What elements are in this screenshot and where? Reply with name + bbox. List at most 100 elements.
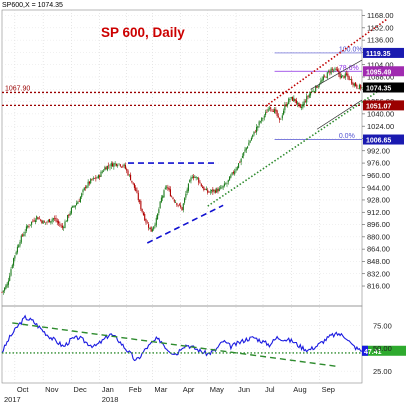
candle-body bbox=[268, 108, 270, 110]
candle-body bbox=[315, 85, 317, 92]
candle-body bbox=[294, 98, 296, 102]
candle-body bbox=[18, 245, 20, 248]
candle-body bbox=[55, 217, 57, 222]
candle-body bbox=[326, 72, 328, 79]
candle-body bbox=[187, 183, 189, 191]
candle-body bbox=[227, 179, 229, 183]
candle-body bbox=[31, 221, 33, 225]
candle-body bbox=[175, 202, 177, 203]
candle-body bbox=[277, 116, 279, 117]
candle-body bbox=[95, 177, 97, 179]
candle-body bbox=[290, 97, 292, 99]
candle-body bbox=[313, 91, 315, 92]
candle-body bbox=[308, 94, 310, 98]
candle-body bbox=[135, 187, 137, 192]
candle-body bbox=[316, 86, 318, 88]
candle-body bbox=[67, 214, 69, 222]
candle-body bbox=[87, 181, 89, 186]
candle-body bbox=[304, 101, 306, 103]
candle-body bbox=[25, 226, 27, 231]
month-label: Sep bbox=[322, 385, 335, 394]
candle-body bbox=[223, 183, 225, 187]
candle-body bbox=[248, 142, 250, 146]
month-label: Dec bbox=[73, 385, 87, 394]
candle-body bbox=[19, 242, 21, 246]
candle-body bbox=[11, 265, 13, 269]
candle-body bbox=[99, 175, 101, 178]
candle-body bbox=[235, 169, 237, 172]
candle-body bbox=[226, 183, 228, 184]
price-label-box bbox=[363, 134, 404, 145]
candle-body bbox=[361, 87, 363, 89]
candle-body bbox=[302, 104, 304, 108]
candle-body bbox=[141, 208, 143, 212]
candle-body bbox=[338, 70, 340, 75]
candle-body bbox=[13, 258, 15, 266]
price-tick-label: 992.00 bbox=[367, 146, 390, 155]
candle-body bbox=[56, 220, 58, 223]
candle-body bbox=[249, 140, 251, 143]
candle-body bbox=[329, 71, 331, 73]
candle-body bbox=[360, 84, 362, 89]
candle-body bbox=[303, 101, 305, 105]
candle-body bbox=[190, 177, 192, 181]
candle-body bbox=[252, 134, 254, 137]
candle-body bbox=[195, 176, 197, 178]
candle-body bbox=[272, 110, 274, 112]
candle-body bbox=[288, 98, 290, 105]
price-tick-label: 1136.00 bbox=[367, 36, 394, 45]
horizontal-levels: 1067.90 bbox=[2, 85, 362, 107]
candle-body bbox=[335, 69, 337, 71]
candle-body bbox=[167, 187, 169, 189]
candle-body bbox=[186, 189, 188, 193]
candle-body bbox=[276, 110, 278, 117]
candle-body bbox=[132, 182, 134, 184]
candle-body bbox=[325, 76, 327, 78]
candle-body bbox=[140, 201, 142, 210]
price-label-text: 1006.65 bbox=[366, 138, 391, 145]
price-candles bbox=[1, 66, 363, 295]
candle-body bbox=[256, 126, 258, 133]
candle-body bbox=[198, 178, 200, 183]
candle-body bbox=[114, 163, 116, 165]
candle-body bbox=[258, 121, 260, 126]
candle-body bbox=[166, 186, 168, 188]
candle-body bbox=[109, 166, 111, 168]
candle-body bbox=[54, 218, 56, 219]
candle-body bbox=[307, 96, 309, 97]
candle-body bbox=[85, 186, 87, 188]
month-label: Nov bbox=[45, 385, 59, 394]
candle-body bbox=[15, 252, 17, 255]
candle-body bbox=[218, 188, 220, 191]
price-tick-label: 816.00 bbox=[367, 282, 390, 291]
fib-level-label: 78.6% bbox=[339, 65, 359, 72]
candle-body bbox=[157, 213, 159, 219]
candle-body bbox=[91, 178, 93, 180]
candle-body bbox=[45, 222, 47, 224]
candle-body bbox=[324, 75, 326, 77]
candle-body bbox=[118, 163, 120, 165]
candle-body bbox=[358, 84, 360, 89]
candle-body bbox=[20, 235, 22, 243]
candle-body bbox=[189, 180, 191, 183]
indicator-tick-label: 75.00 bbox=[373, 321, 392, 330]
candle-body bbox=[49, 219, 51, 223]
candle-body bbox=[281, 115, 283, 119]
candle-body bbox=[320, 80, 322, 84]
candle-body bbox=[261, 117, 263, 122]
candle-body bbox=[193, 176, 195, 178]
candle-body bbox=[180, 205, 182, 208]
candle-body bbox=[200, 183, 202, 187]
candle-body bbox=[356, 85, 358, 88]
month-label: Mar bbox=[154, 385, 167, 394]
indicator-panel-frame bbox=[1, 305, 363, 384]
candle-body bbox=[64, 221, 66, 228]
candle-body bbox=[5, 285, 7, 289]
candle-body bbox=[122, 165, 124, 167]
candle-body bbox=[117, 165, 119, 167]
price-tick-label: 960.00 bbox=[367, 171, 390, 180]
price-label-text: 1095.49 bbox=[366, 69, 391, 76]
candle-body bbox=[69, 212, 71, 215]
candle-body bbox=[46, 221, 48, 223]
candle-body bbox=[285, 104, 287, 107]
